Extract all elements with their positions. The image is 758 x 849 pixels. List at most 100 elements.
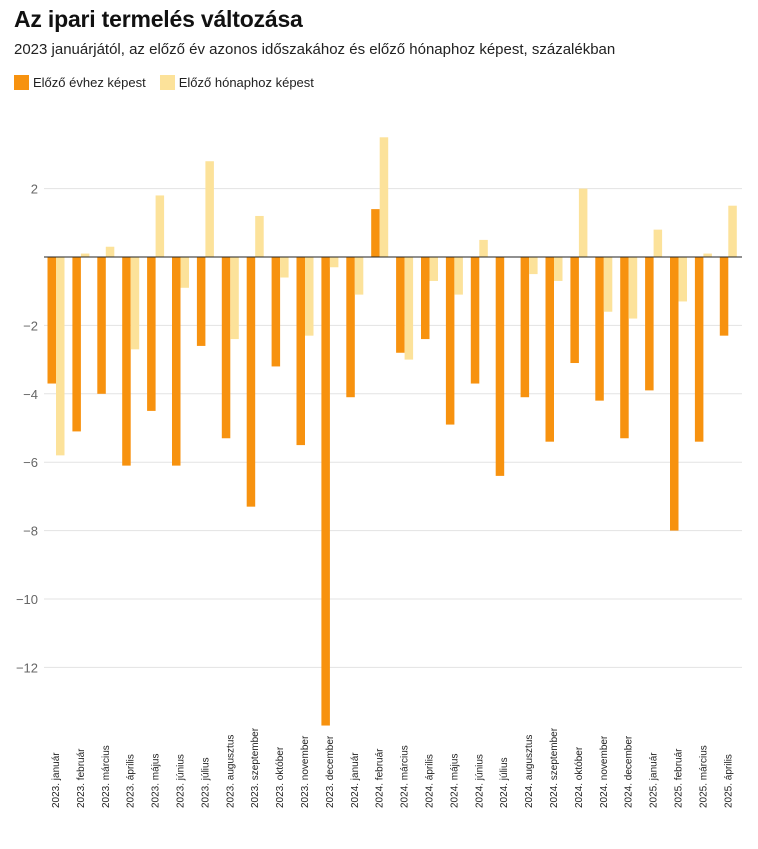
legend-swatch-mom <box>159 75 175 90</box>
bar-yoy <box>221 257 231 439</box>
bar-mom <box>653 229 663 257</box>
bar-mom <box>678 257 687 302</box>
bar-yoy <box>520 257 530 398</box>
chart-subtitle: 2023 januárjától, az előző év azonos idő… <box>14 41 616 58</box>
x-tick-label: 2023. június <box>176 754 187 808</box>
bar-yoy <box>371 209 380 257</box>
bar-mom <box>155 195 165 257</box>
bar-yoy <box>545 257 554 442</box>
bar-mom <box>354 257 364 295</box>
bar-yoy <box>495 257 505 476</box>
x-tick-label: 2023. március <box>101 745 112 808</box>
bar-mom <box>379 137 389 257</box>
bar-mom <box>56 257 65 456</box>
x-tick-label: 2023. január <box>51 752 62 808</box>
y-tick-label: −8 <box>23 524 38 539</box>
bar-mom <box>628 257 638 319</box>
x-tick-label: 2024. június <box>474 754 485 808</box>
y-tick-label: −6 <box>23 455 38 470</box>
bar-yoy <box>321 257 330 726</box>
bar-mom <box>205 161 214 257</box>
x-tick-label: 2023. október <box>275 746 286 808</box>
bar-yoy <box>396 257 405 353</box>
bar-yoy <box>47 257 56 384</box>
bar-mom <box>454 257 463 295</box>
bar-mom <box>728 205 737 257</box>
x-tick-label: 2023. augusztus <box>225 735 236 808</box>
y-tick-label: −2 <box>23 318 38 333</box>
bar-mom <box>404 257 414 360</box>
x-tick-label: 2024. március <box>400 745 411 808</box>
x-tick-label: 2024. július <box>499 757 510 808</box>
legend: Előző évhez képest Előző hónaphoz képest <box>14 75 328 90</box>
x-tick-label: 2024. május <box>449 754 460 808</box>
x-tick-label: 2023. február <box>76 748 87 808</box>
bar-yoy <box>147 257 156 411</box>
x-tick-label: 2024. szeptember <box>549 727 560 808</box>
bar-mom <box>80 253 90 257</box>
bar-yoy <box>470 257 480 384</box>
x-tick-label: 2023. december <box>325 735 336 808</box>
bar-yoy <box>172 257 181 466</box>
x-tick-label: 2024. augusztus <box>524 735 535 808</box>
x-tick-label: 2025. február <box>674 748 685 808</box>
bar-mom <box>479 239 488 257</box>
x-tick-label: 2023. május <box>151 754 162 808</box>
bar-yoy <box>645 257 654 391</box>
legend-label-yoy: Előző évhez képest <box>33 75 146 90</box>
x-tick-label: 2023. november <box>300 735 311 808</box>
x-tick-label: 2024. január <box>350 752 361 808</box>
bar-yoy <box>670 257 679 531</box>
bar-mom <box>305 257 314 336</box>
x-tick-label: 2024. október <box>574 746 585 808</box>
x-tick-label: 2025. április <box>723 754 734 808</box>
legend-label-mom: Előző hónaphoz képest <box>178 75 314 90</box>
bar-yoy <box>271 257 281 367</box>
bar-yoy <box>421 257 430 340</box>
x-tick-label: 2024. február <box>375 748 386 808</box>
bar-mom <box>180 257 189 288</box>
bar-mom <box>280 257 289 278</box>
bar-mom <box>230 257 239 340</box>
y-tick-label: 2 <box>31 182 38 197</box>
x-tick-label: 2024. április <box>425 754 436 808</box>
x-tick-label: 2024. december <box>624 735 635 808</box>
legend-swatch-yoy <box>14 75 29 90</box>
legend-item-yoy[interactable]: Előző évhez képest <box>14 75 146 90</box>
bar-mom <box>578 188 588 257</box>
bar-yoy <box>246 257 256 507</box>
bar-yoy <box>694 257 704 442</box>
bar-yoy <box>445 257 455 425</box>
bar-mom <box>329 257 339 268</box>
bar-yoy <box>719 257 729 336</box>
x-tick-label: 2023. szeptember <box>250 727 261 808</box>
bar-yoy <box>122 257 131 466</box>
x-tick-label: 2024. november <box>599 735 610 808</box>
bar-mom <box>703 253 712 257</box>
x-tick-label: 2025. január <box>649 752 660 808</box>
bar-mom <box>529 257 538 275</box>
bar-mom <box>603 257 613 312</box>
bar-yoy <box>570 257 579 364</box>
bar-yoy <box>346 257 355 398</box>
y-tick-label: −4 <box>23 387 38 402</box>
bar-yoy <box>595 257 604 401</box>
bar-mom <box>429 257 438 281</box>
bar-yoy <box>72 257 81 432</box>
chart-title: Az ipari termelés változása <box>14 6 303 32</box>
bar-mom <box>130 257 140 350</box>
bar-mom <box>105 246 115 257</box>
x-tick-label: 2023. április <box>126 754 137 808</box>
bar-yoy <box>97 257 106 394</box>
bar-mom <box>554 257 563 281</box>
legend-item-mom[interactable]: Előző hónaphoz képest <box>159 75 314 90</box>
bar-mom <box>255 215 264 257</box>
x-tick-label: 2025. március <box>698 745 709 808</box>
bar-yoy <box>196 257 206 346</box>
bar-yoy <box>620 257 629 439</box>
bar-yoy <box>296 257 305 446</box>
x-tick-label: 2023. július <box>200 757 211 808</box>
y-tick-label: −12 <box>16 660 38 675</box>
y-tick-label: −10 <box>16 592 38 607</box>
